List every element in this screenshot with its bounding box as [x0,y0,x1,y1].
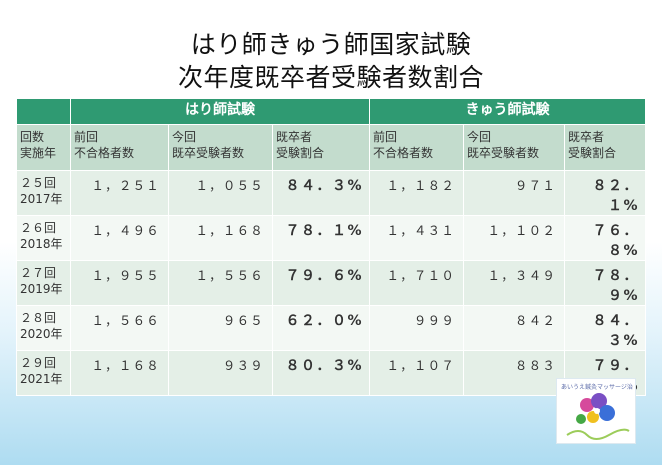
year-label: 2021年 [20,372,63,386]
cell-session-year: ２６回 2018年 [16,215,71,261]
group-header-row: はり師試験 きゅう師試験 [16,98,647,125]
cell-hari-ratio: ７９．６% [271,260,371,306]
cell-hari-ratio: ８０．３% [271,350,371,396]
cell-kyu-ratio: ７８．９% [564,260,647,306]
cell-session-year: ２５回 2017年 [16,170,71,216]
table-row: ２５回 2017年 １，２５１ １，０５５ ８４．３% １，１８２ ９７１ ８２．１% [16,170,647,216]
sub-header-hari-now: 今回 既卒受験者数 [168,124,273,171]
cell-kyu-ratio: ８２．１% [564,170,647,216]
year-label: 2018年 [20,237,63,251]
cell-session-year: ２９回 2021年 [16,350,71,396]
cell-kyu-prev: １，１８２ [369,170,465,216]
cell-hari-ratio: ８４．３% [271,170,371,216]
cell-kyu-now: ９７１ [463,170,566,216]
cell-kyu-now: ８４２ [463,305,566,351]
sub-header-hari-prev: 前回 不合格者数 [70,124,169,171]
table-row: ２８回 2020年 １，５６６ ９６５ ６２．０% ９９９ ８４２ ８４．３% [16,305,647,351]
cell-hari-prev: １，４９６ [70,215,169,261]
cell-hari-prev: １，９５５ [70,260,169,306]
cell-session-year: ２８回 2020年 [16,305,71,351]
cell-hari-ratio: ７８．１% [271,215,371,261]
cell-session-year: ２７回 2019年 [16,260,71,306]
cell-kyu-now: １，１０２ [463,215,566,261]
session-label: ２８回 [20,311,57,325]
table-row: ２６回 2018年 １，４９６ １，１６８ ７８．１% １，４３１ １，１０２ ７６．８% [16,215,647,261]
group-header-kyu: きゅう師試験 [369,98,647,125]
group-header-blank [16,98,71,125]
cell-hari-prev: １，１６８ [70,350,169,396]
sub-header-kyu-now: 今回 既卒受験者数 [463,124,566,171]
session-label: ２６回 [20,221,57,235]
table-row: ２７回 2019年 １，９５５ １，５５６ ７９．６% １，７１０ １，３４９ ７８．９% [16,260,647,306]
sub-header-hari-ratio: 既卒者 受験割合 [271,124,371,171]
page-title: はり師きゅう師国家試験 次年度既卒者受験者数割合 [0,28,662,94]
cell-kyu-now: ８８３ [463,350,566,396]
year-label: 2020年 [20,327,63,341]
year-label: 2019年 [20,282,63,296]
cell-hari-now: １，０５５ [168,170,273,216]
results-table: はり師試験 きゅう師試験 回数 実施年 前回 不合格者数 今回 既卒受験者数 既… [16,98,647,396]
title-line-1: はり師きゅう師国家試験 [190,30,472,59]
cell-kyu-prev: ９９９ [369,305,465,351]
cell-kyu-ratio: ７６．８% [564,215,647,261]
cell-hari-now: ９６５ [168,305,273,351]
year-label: 2017年 [20,192,63,206]
cell-kyu-prev: １，４３１ [369,215,465,261]
clinic-logo: あいうえ鍼灸マッサージ治療院 [556,378,636,444]
session-label: ２５回 [20,176,57,190]
logo-text: あいうえ鍼灸マッサージ治療院 [561,384,633,391]
sub-header-kyu-prev: 前回 不合格者数 [369,124,465,171]
cell-hari-now: １，５５６ [168,260,273,306]
group-header-hari: はり師試験 [69,98,371,125]
cell-hari-ratio: ６２．０% [271,305,371,351]
cell-hari-prev: １，２５１ [70,170,169,216]
cell-kyu-prev: １，１０７ [369,350,465,396]
cell-kyu-ratio: ８４．３% [564,305,647,351]
cell-hari-prev: １，５６６ [70,305,169,351]
cell-hari-now: １，１６８ [168,215,273,261]
cell-hari-now: ９３９ [168,350,273,396]
sub-header-row: 回数 実施年 前回 不合格者数 今回 既卒受験者数 既卒者 受験割合 前回 不合… [16,124,647,171]
cell-kyu-prev: １，７１０ [369,260,465,306]
sub-header-kyu-ratio: 既卒者 受験割合 [564,124,647,171]
session-label: ２７回 [20,266,57,280]
title-line-2: 次年度既卒者受験者数割合 [177,63,484,92]
cell-kyu-now: １，３４９ [463,260,566,306]
sub-header-year: 回数 実施年 [16,124,71,171]
flower-logo-icon [566,393,630,440]
session-label: ２９回 [20,356,57,370]
